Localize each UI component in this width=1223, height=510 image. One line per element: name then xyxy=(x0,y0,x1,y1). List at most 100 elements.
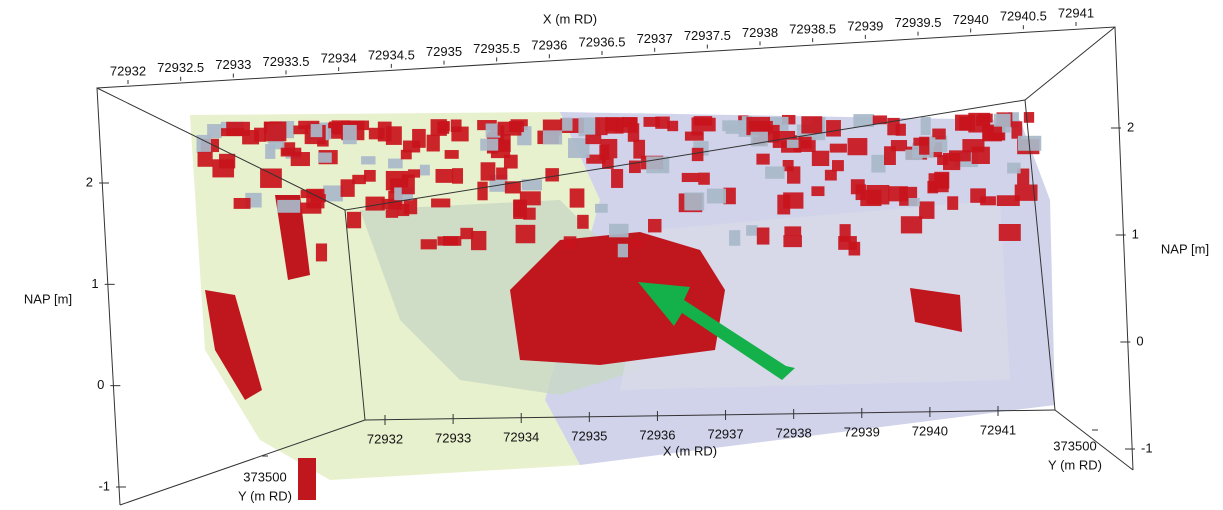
voxel xyxy=(812,151,829,166)
voxel xyxy=(729,230,740,246)
voxel xyxy=(909,198,920,206)
voxel xyxy=(452,168,463,184)
x-bottom-tick-label: 72941 xyxy=(980,422,1016,437)
voxel xyxy=(481,162,496,180)
voxel xyxy=(756,154,769,165)
voxel xyxy=(431,199,450,208)
voxel xyxy=(516,225,536,243)
voxel xyxy=(401,150,412,159)
x-bottom-tick-label: 72932 xyxy=(367,431,403,446)
voxel xyxy=(606,117,624,133)
voxel xyxy=(388,159,403,169)
voxel xyxy=(692,117,703,135)
voxel xyxy=(219,154,235,169)
x-top-tick-label: 72933 xyxy=(215,57,251,72)
red-blob xyxy=(298,458,316,500)
voxel xyxy=(234,198,251,209)
voxel xyxy=(545,168,559,181)
voxel xyxy=(480,139,498,151)
voxel xyxy=(629,240,643,249)
voxel xyxy=(913,138,928,146)
x-top-tick-label: 72937.5 xyxy=(684,28,731,43)
voxel xyxy=(972,147,990,164)
x-bottom-tick-label: 72935 xyxy=(571,428,607,443)
voxel xyxy=(618,244,628,258)
x-top-tick-label: 72940 xyxy=(953,12,989,27)
voxel xyxy=(496,168,507,180)
voxel xyxy=(277,200,300,213)
voxel xyxy=(471,231,486,250)
x-top-tick-label: 72941 xyxy=(1058,5,1094,20)
voxel xyxy=(682,173,699,182)
voxel xyxy=(856,184,867,200)
y-right-tick-label: 373500 xyxy=(1053,438,1096,453)
voxel xyxy=(611,169,623,188)
z-left-tick-label: -1 xyxy=(98,478,110,493)
z-left-label: NAP [m] xyxy=(24,291,72,306)
voxel xyxy=(826,120,841,136)
voxel xyxy=(1007,163,1020,174)
voxel xyxy=(801,116,822,133)
voxel xyxy=(562,118,572,131)
voxel xyxy=(901,216,922,233)
voxel xyxy=(402,174,415,194)
voxel xyxy=(947,196,958,210)
voxel xyxy=(787,140,801,148)
y-right-label: Y (m RD) xyxy=(1048,457,1102,472)
voxel xyxy=(585,135,601,144)
x-bottom-tick-label: 72939 xyxy=(844,424,880,439)
x-top-tick-label: 72937 xyxy=(637,31,673,46)
x-top-tick-label: 72934.5 xyxy=(368,47,415,62)
voxel xyxy=(667,121,678,131)
x-top-tick-label: 72932.5 xyxy=(157,60,204,75)
voxel xyxy=(436,169,454,183)
x-bottom-tick-label: 72934 xyxy=(503,429,539,444)
x-bottom-tick-label: 72940 xyxy=(912,423,948,438)
voxel xyxy=(609,224,628,238)
x-top-tick-label: 72939 xyxy=(847,18,883,33)
x-bottom-tick-label: 72938 xyxy=(776,425,812,440)
voxel xyxy=(757,228,770,245)
voxel xyxy=(412,129,426,148)
voxel xyxy=(427,135,440,152)
x-top-tick-label: 72932 xyxy=(110,63,146,78)
voxel xyxy=(397,204,409,216)
voxel xyxy=(799,137,812,149)
voxel xyxy=(437,122,449,134)
voxel xyxy=(976,116,990,126)
voxel xyxy=(871,155,885,173)
voxel xyxy=(311,124,323,137)
voxel xyxy=(311,194,326,202)
voxel xyxy=(830,144,847,153)
x-bottom-tick-label: 72933 xyxy=(435,430,471,445)
voxel xyxy=(316,243,327,261)
z-right-tick-label: 0 xyxy=(1136,333,1143,348)
voxel xyxy=(929,173,949,192)
voxel xyxy=(643,117,659,127)
z-left-tick-label: 2 xyxy=(86,174,93,189)
voxel xyxy=(437,236,458,245)
x-top-tick-label: 72935 xyxy=(426,44,462,59)
voxel xyxy=(498,122,522,136)
voxel xyxy=(848,138,868,155)
voxel xyxy=(840,224,851,242)
voxel xyxy=(888,186,908,201)
voxel xyxy=(318,153,332,163)
voxel xyxy=(866,185,889,204)
voxel xyxy=(692,148,704,161)
voxel xyxy=(999,224,1021,241)
voxel xyxy=(921,117,931,135)
z-right-tick-label: -1 xyxy=(1141,440,1153,455)
frame-edge xyxy=(1025,27,1115,100)
voxel xyxy=(825,170,837,181)
voxel xyxy=(564,236,577,249)
x-bottom-tick-label: 72936 xyxy=(639,427,675,442)
x-top-tick-label: 72938 xyxy=(742,25,778,40)
x-top-tick-label: 72939.5 xyxy=(895,15,942,30)
voxel xyxy=(707,189,726,204)
voxel xyxy=(347,212,361,228)
voxel xyxy=(955,115,975,131)
voxel xyxy=(648,219,661,232)
voxel xyxy=(601,139,618,158)
x-top-tick-label: 72933.5 xyxy=(263,54,310,69)
